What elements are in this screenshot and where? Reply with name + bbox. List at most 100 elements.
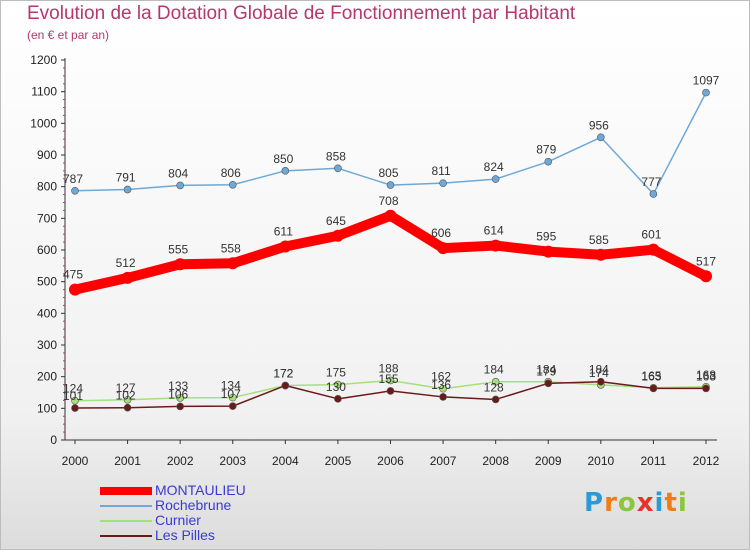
data-point xyxy=(176,402,184,411)
x-tick-label: 2004 xyxy=(272,454,299,468)
data-point xyxy=(176,394,184,402)
data-point xyxy=(123,403,132,412)
data-point xyxy=(334,380,342,389)
data-point xyxy=(279,240,292,253)
x-tick-label: 2001 xyxy=(114,454,141,468)
x-tick-label: 2000 xyxy=(62,454,89,468)
y-tick-label: 100 xyxy=(37,401,57,415)
data-label: 879 xyxy=(536,143,556,157)
data-point xyxy=(491,175,500,183)
data-label: 172 xyxy=(273,367,293,381)
data-point xyxy=(281,167,290,175)
data-point xyxy=(544,379,553,388)
data-label: 806 xyxy=(221,166,241,180)
data-label: 163 xyxy=(696,369,716,383)
x-tick-label: 2008 xyxy=(482,454,509,468)
data-point xyxy=(174,258,187,271)
data-label: 127 xyxy=(116,381,136,395)
data-label: 611 xyxy=(274,225,293,239)
data-point xyxy=(228,180,237,189)
data-point xyxy=(281,381,290,390)
data-point xyxy=(69,283,81,296)
data-point xyxy=(71,186,79,195)
data-point xyxy=(491,377,500,386)
data-point xyxy=(597,377,605,386)
logo-letter: o xyxy=(617,488,637,518)
data-point xyxy=(226,257,239,270)
data-point xyxy=(700,270,712,283)
data-label: 102 xyxy=(116,389,136,403)
data-label: 804 xyxy=(168,166,188,180)
data-point xyxy=(647,243,660,256)
logo-letter: i xyxy=(677,488,688,518)
data-label: 172 xyxy=(273,367,293,381)
legend-swatch-les-pilles xyxy=(100,535,152,537)
logo-letter: r xyxy=(604,488,618,518)
data-label: 107 xyxy=(221,387,241,401)
x-tick-label: 2005 xyxy=(325,454,352,468)
data-label: 128 xyxy=(484,380,504,394)
data-label: 850 xyxy=(273,152,293,166)
data-label: 168 xyxy=(696,368,716,382)
x-tick-label: 2012 xyxy=(693,454,720,468)
x-tick-label: 2003 xyxy=(219,454,246,468)
data-label: 787 xyxy=(63,172,83,186)
data-label: 585 xyxy=(589,233,609,247)
data-label: 858 xyxy=(326,149,346,163)
data-label: 134 xyxy=(221,379,241,393)
data-point xyxy=(491,395,500,404)
y-tick-label: 1100 xyxy=(31,85,57,99)
x-tick-label: 2011 xyxy=(641,454,667,468)
data-label: 101 xyxy=(63,389,83,403)
x-tick-label: 2002 xyxy=(167,454,194,468)
data-point xyxy=(228,393,237,402)
x-tick-label: 2009 xyxy=(535,454,562,468)
y-tick-label: 500 xyxy=(37,275,57,289)
data-point xyxy=(386,387,395,395)
data-point xyxy=(542,245,555,258)
legend-label-montaulieu: MONTAULIEU xyxy=(155,482,246,498)
data-point xyxy=(386,181,395,189)
data-label: 517 xyxy=(696,254,716,268)
data-point xyxy=(437,242,450,255)
legend-swatch-curnier xyxy=(100,520,152,522)
data-point xyxy=(331,229,344,242)
data-label: 614 xyxy=(484,224,504,238)
data-label: 175 xyxy=(326,366,346,380)
data-point xyxy=(597,133,605,142)
data-label: 811 xyxy=(432,164,451,178)
data-point xyxy=(123,185,132,194)
legend-label-les-pilles: Les Pilles xyxy=(155,527,215,543)
data-point xyxy=(334,164,342,173)
data-point xyxy=(121,271,134,284)
logo-letter: t xyxy=(664,488,678,518)
y-tick-label: 0 xyxy=(50,433,57,447)
x-tick-label: 2010 xyxy=(587,454,614,468)
data-point xyxy=(334,395,342,403)
data-label: 606 xyxy=(431,226,451,240)
data-point xyxy=(702,384,710,393)
data-point xyxy=(702,88,710,97)
data-label: 188 xyxy=(378,361,398,375)
y-tick-label: 200 xyxy=(37,370,57,384)
data-point xyxy=(439,179,447,187)
legend-swatch-montaulieu xyxy=(100,487,152,495)
logo-letter: i xyxy=(654,488,665,518)
data-point xyxy=(71,404,79,412)
data-label: 174 xyxy=(589,366,609,380)
x-tick-label: 2007 xyxy=(430,454,457,468)
data-label: 791 xyxy=(116,171,136,185)
legend-swatch-rochebrune xyxy=(100,505,152,507)
data-point xyxy=(228,402,237,410)
data-point xyxy=(594,248,607,261)
data-label: 595 xyxy=(536,230,556,244)
data-point xyxy=(176,181,184,190)
data-label: 124 xyxy=(63,382,83,396)
data-point xyxy=(544,157,553,166)
data-point xyxy=(439,384,447,393)
y-tick-label: 1200 xyxy=(30,53,57,67)
data-label: 155 xyxy=(378,372,398,386)
data-label: 184 xyxy=(484,363,504,377)
data-label: 956 xyxy=(589,118,609,132)
